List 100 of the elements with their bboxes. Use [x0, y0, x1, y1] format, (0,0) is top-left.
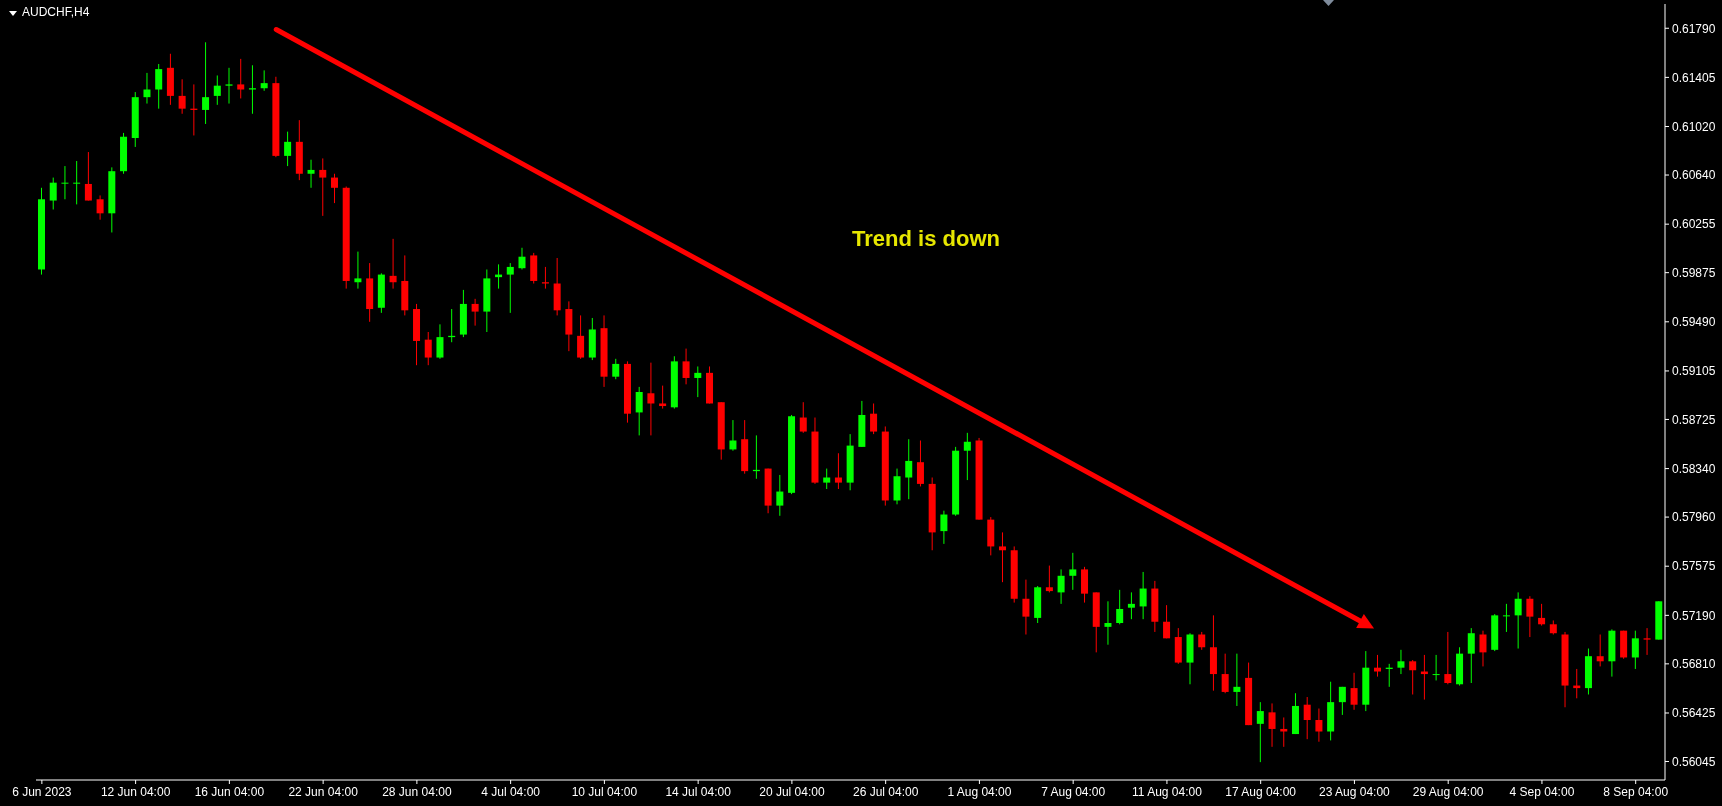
candlestick [1280, 716, 1288, 748]
candlestick [1221, 653, 1229, 694]
candlestick [799, 401, 807, 434]
x-tick-label: 11 Aug 04:00 [1132, 785, 1203, 799]
candlestick [682, 348, 690, 385]
candlestick [96, 194, 104, 221]
candlestick [1374, 654, 1382, 678]
candlestick [84, 151, 92, 202]
candlestick [260, 69, 268, 92]
candlestick [1444, 631, 1452, 685]
candlestick [834, 452, 842, 490]
candlestick [1526, 595, 1534, 638]
candlestick [1643, 627, 1651, 656]
candlestick [518, 247, 526, 270]
candlestick [237, 58, 245, 99]
candlestick [1479, 630, 1487, 667]
x-tick-label: 4 Jul 04:00 [481, 785, 541, 799]
x-tick-label: 23 Aug 04:00 [1319, 785, 1391, 799]
candlestick [1116, 589, 1124, 625]
candlestick [963, 432, 971, 481]
candlestick [1397, 649, 1405, 675]
candlestick [1315, 708, 1323, 743]
candlestick [1514, 591, 1522, 650]
y-tick-label: 0.58340 [1672, 461, 1716, 476]
candlestick [143, 72, 151, 105]
candlestick [1432, 654, 1440, 681]
x-tick-label: 26 Jul 04:00 [852, 785, 919, 799]
x-tick-label: 22 Jun 04:00 [288, 785, 359, 799]
candlestick [354, 251, 362, 290]
candlestick [1409, 659, 1417, 695]
y-tick-label: 0.56810 [1672, 657, 1716, 672]
candlestick [659, 385, 667, 410]
candlestick [1163, 604, 1171, 639]
candlestick [436, 323, 444, 360]
candlestick [823, 468, 831, 490]
candlestick [213, 74, 221, 106]
candlestick [49, 177, 57, 210]
candlestick [647, 362, 655, 436]
candlestick [155, 63, 163, 110]
x-tick-label: 1 Aug 04:00 [947, 785, 1012, 799]
candlestick [694, 365, 702, 398]
candlestick [1631, 630, 1639, 670]
candlestick [577, 314, 585, 360]
x-tick-label: 6 Jun 2023 [12, 785, 72, 799]
candlestick [61, 165, 69, 200]
candlestick [389, 238, 397, 290]
candlestick [471, 298, 479, 327]
candlestick [1467, 627, 1475, 684]
candlestick [1502, 603, 1510, 633]
candlestick [1045, 565, 1053, 593]
x-tick-label: 20 Jul 04:00 [759, 785, 825, 799]
candlestick [1022, 579, 1030, 635]
y-tick-label: 0.61405 [1672, 70, 1716, 85]
y-tick-label: 0.57960 [1672, 510, 1716, 525]
x-tick-label: 7 Aug 04:00 [1041, 785, 1106, 799]
candlestick [1127, 591, 1135, 620]
x-tick-label: 29 Aug 04:00 [1412, 785, 1484, 799]
candlestick [307, 159, 315, 189]
candlestick [248, 64, 256, 115]
x-tick-label: 17 Aug 04:00 [1225, 785, 1297, 799]
y-tick-label: 0.59490 [1672, 315, 1716, 330]
candlestick [1303, 696, 1311, 740]
candlestick [1139, 571, 1147, 620]
chart-title: AUDCHF,H4 [22, 5, 90, 20]
candlestick [1233, 653, 1241, 707]
y-tick-label: 0.56425 [1672, 706, 1716, 721]
candlestick [73, 160, 81, 205]
candlestick [330, 173, 338, 204]
x-tick-label: 14 Jul 04:00 [665, 785, 732, 799]
candlestick [1538, 603, 1546, 627]
candlestick [1350, 672, 1358, 711]
candlestick [916, 440, 924, 487]
candlestick [202, 41, 210, 125]
candlestick [225, 67, 233, 105]
x-tick-label: 8 Sep 04:00 [1603, 785, 1669, 799]
candlestick [905, 438, 913, 500]
candlestick [1256, 701, 1264, 763]
candlestick [1057, 568, 1065, 605]
y-tick-label: 0.57190 [1672, 608, 1716, 623]
candlestick [1104, 600, 1112, 646]
candlestick [998, 531, 1006, 583]
candlestick [1338, 686, 1346, 716]
x-tick-label: 16 Jun 04:00 [194, 785, 265, 799]
candlestick [940, 510, 948, 545]
candlestick [284, 131, 292, 167]
candlestick [1268, 702, 1276, 748]
candlestick [424, 331, 432, 366]
annotation: Trend is down [852, 226, 1000, 252]
x-tick-label: 12 Jun 04:00 [100, 785, 171, 799]
y-tick-label: 0.56045 [1672, 754, 1716, 769]
candlestick [776, 474, 784, 517]
x-tick-label: 4 Sep 04:00 [1509, 785, 1575, 799]
candlestick [178, 78, 186, 115]
y-tick-label: 0.59105 [1672, 364, 1716, 379]
y-tick-label: 0.58725 [1672, 412, 1716, 427]
candlestick [1069, 552, 1077, 591]
candlestick [612, 358, 620, 380]
y-tick-label: 0.60640 [1672, 168, 1716, 183]
candlestick [870, 402, 878, 435]
candlestick [1596, 634, 1604, 667]
